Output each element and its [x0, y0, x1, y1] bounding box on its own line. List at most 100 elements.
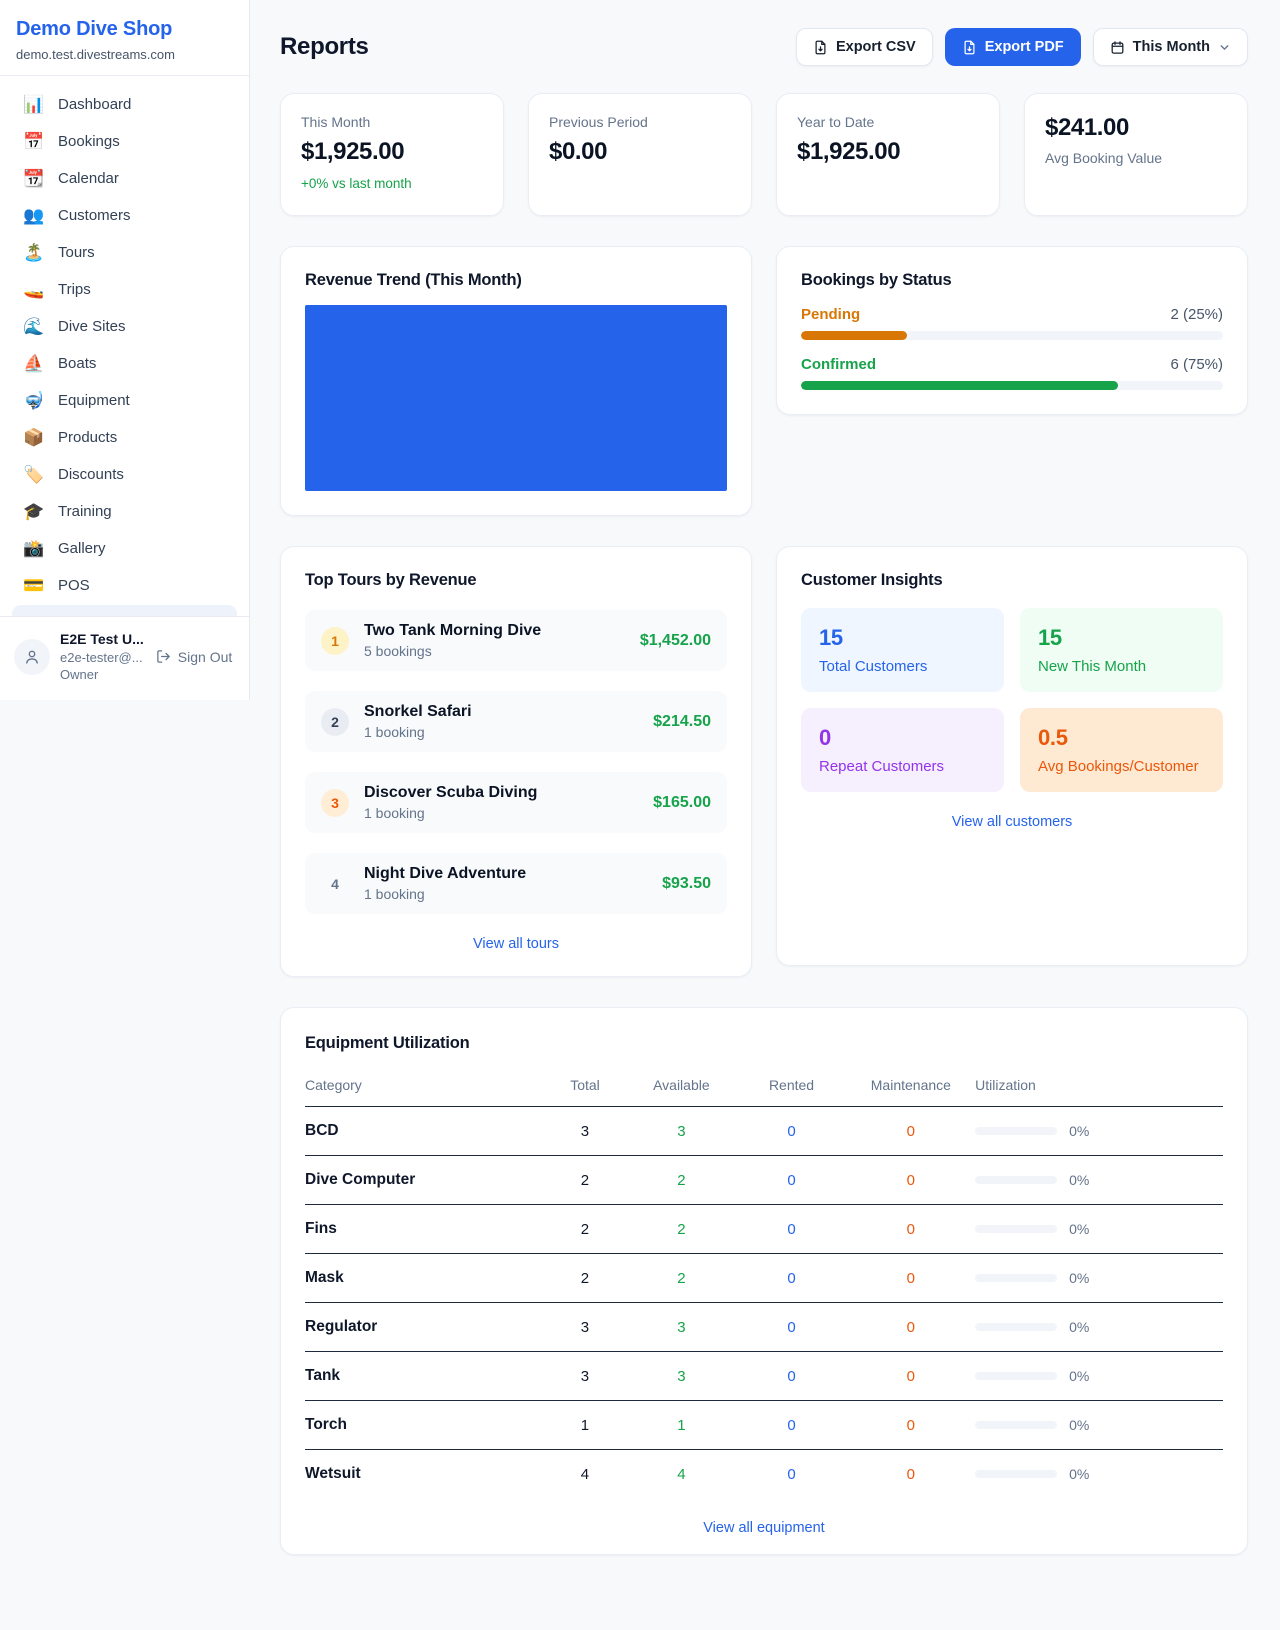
equipment-total: 2	[543, 1204, 627, 1254]
sidebar-item-bookings[interactable]: 📅 Bookings	[12, 123, 237, 160]
sidebar-item-equipment[interactable]: 🤿 Equipment	[12, 382, 237, 419]
sidebar-item-active-cutoff[interactable]	[12, 605, 237, 616]
wave-icon: 🌊	[23, 317, 45, 336]
utilization-percent: 0%	[1069, 1221, 1090, 1237]
tour-row-1[interactable]: 1 Two Tank Morning Dive 5 bookings $1,45…	[305, 610, 727, 671]
equipment-total: 2	[543, 1155, 627, 1205]
sidebar-item-pos[interactable]: 💳 POS	[12, 567, 237, 604]
sign-out-icon	[157, 650, 170, 664]
equipment-utilization-title: Equipment Utilization	[305, 1034, 470, 1052]
view-all-customers-link[interactable]: View all customers	[951, 814, 1073, 830]
chevron-down-icon	[1220, 44, 1229, 50]
brand-block: Demo Dive Shop demo.test.divestreams.com	[0, 0, 249, 76]
sailboat-icon: ⛵	[23, 354, 45, 373]
equipment-rented: 0	[736, 1302, 847, 1352]
diving-mask-icon: 🤿	[23, 391, 45, 410]
equipment-maintenance: 0	[846, 1253, 976, 1303]
revenue-trend-title: Revenue Trend (This Month)	[305, 271, 522, 289]
equipment-maintenance: 0	[906, 1465, 916, 1483]
status-row-confirmed: Confirmed 6 (75%)	[801, 356, 1223, 390]
sidebar-nav: 📊 Dashboard 📅 Bookings 📆 Calendar 👥 Customer…	[0, 76, 249, 616]
equipment-available: 3	[626, 1106, 737, 1156]
equipment-table: Category Total Available Rented Maintena…	[305, 1067, 1223, 1498]
customers-icon: 👥	[23, 206, 45, 225]
sidebar-item-dashboard[interactable]: 📊 Dashboard	[12, 86, 237, 123]
equipment-category: BCD	[305, 1106, 544, 1156]
equipment-utilization-card: Equipment Utilization Category Total Ava…	[280, 1007, 1248, 1555]
equipment-maintenance: 0	[846, 1302, 976, 1352]
sidebar-item-boats[interactable]: ⛵ Boats	[12, 345, 237, 382]
export-pdf-button[interactable]: Export PDF	[944, 28, 1081, 66]
graduation-cap-icon: 🎓	[23, 502, 45, 521]
tour-name: Discover Scuba Diving	[364, 784, 538, 801]
stat-card-year-to-date: Year to Date $1,925.00	[776, 93, 1000, 216]
stat-label: Year to Date	[797, 114, 875, 130]
rank-badge: 2	[321, 707, 349, 736]
user-email: e2e-tester@...	[60, 649, 143, 665]
equipment-available: 1	[626, 1400, 737, 1450]
customer-insights-title: Customer Insights	[801, 571, 943, 589]
equipment-total: 3	[543, 1106, 627, 1156]
utilization-percent: 0%	[1069, 1417, 1090, 1433]
equipment-available: 4	[677, 1465, 686, 1483]
period-dropdown[interactable]: This Month	[1092, 28, 1248, 66]
page-header: Reports Export CSV Export PDF This Month	[280, 28, 1248, 66]
tour-row-2[interactable]: 2 Snorkel Safari 1 booking $214.50	[305, 691, 727, 752]
credit-card-icon: 💳	[23, 576, 45, 595]
page-title: Reports	[280, 33, 369, 60]
equipment-rented: 0	[736, 1106, 847, 1156]
equipment-available: 3	[626, 1351, 737, 1401]
main-content: Reports Export CSV Export PDF This Month	[250, 0, 1280, 1630]
equipment-category: Torch	[305, 1400, 544, 1450]
equipment-category: Regulator	[305, 1302, 544, 1352]
status-count-pending: 2 (25%)	[1170, 306, 1223, 323]
rank-badge: 4	[331, 875, 339, 892]
tag-icon: 🏷️	[23, 465, 45, 484]
top-tours-card: Top Tours by Revenue 1 Two Tank Morning …	[280, 546, 752, 977]
sidebar-item-tours[interactable]: 🏝️ Tours	[12, 234, 237, 271]
sidebar-item-customers[interactable]: 👥 Customers	[12, 197, 237, 234]
sidebar-item-calendar[interactable]: 📆 Calendar	[12, 160, 237, 197]
sign-out-button[interactable]: Sign Out	[156, 649, 232, 665]
brand-domain: demo.test.divestreams.com	[16, 47, 175, 62]
col-header-maintenance: Maintenance	[846, 1067, 976, 1107]
sidebar-item-products[interactable]: 📦 Products	[12, 419, 237, 456]
file-download-icon	[964, 40, 975, 54]
tour-row-4[interactable]: 4 Night Dive Adventure 1 booking $93.50	[305, 853, 727, 914]
stat-delta: +0% vs last month	[301, 176, 412, 191]
tour-bookings: 1 booking	[364, 805, 425, 821]
customer-insights-card: Customer Insights 15 Total Customers 15 …	[776, 546, 1248, 966]
sidebar-item-label: Bookings	[58, 133, 120, 150]
tour-name: Two Tank Morning Dive	[364, 622, 542, 639]
view-all-equipment-link[interactable]: View all equipment	[703, 1520, 825, 1536]
sidebar-item-trips[interactable]: 🚤 Trips	[12, 271, 237, 308]
sidebar-item-dive-sites[interactable]: 🌊 Dive Sites	[12, 308, 237, 345]
sidebar-item-training[interactable]: 🎓 Training	[12, 493, 237, 530]
tour-revenue: $93.50	[662, 874, 711, 892]
insight-value: 15	[1038, 625, 1062, 650]
tour-name: Night Dive Adventure	[364, 865, 527, 882]
insight-label: Repeat Customers	[819, 758, 945, 775]
sidebar-item-discounts[interactable]: 🏷️ Discounts	[12, 456, 237, 493]
period-label: This Month	[1132, 39, 1210, 55]
utilization-bar	[975, 1274, 1058, 1282]
equipment-rented: 0	[736, 1253, 847, 1303]
equipment-rented: 0	[736, 1155, 847, 1205]
revenue-trend-card: Revenue Trend (This Month)	[280, 246, 752, 516]
sidebar-item-gallery[interactable]: 📸 Gallery	[12, 530, 237, 567]
equipment-total: 1	[543, 1400, 627, 1450]
view-all-tours-link[interactable]: View all tours	[473, 936, 559, 952]
equipment-category: Wetsuit	[305, 1465, 361, 1482]
equipment-total: 2	[543, 1253, 627, 1303]
col-header-rented: Rented	[736, 1067, 847, 1107]
tour-bookings: 1 booking	[364, 886, 425, 902]
insight-tile-total-customers: 15 Total Customers	[801, 608, 1004, 692]
utilization-percent: 0%	[1069, 1270, 1090, 1286]
equipment-rented: 0	[736, 1400, 847, 1450]
tour-row-3[interactable]: 3 Discover Scuba Diving 1 booking $165.0…	[305, 772, 727, 833]
export-csv-label: Export CSV	[835, 39, 916, 55]
insights-grid: 15 Total Customers 15 New This Month 0 R…	[801, 608, 1223, 792]
export-csv-button[interactable]: Export CSV	[795, 28, 933, 66]
stat-card-previous-period: Previous Period $0.00	[528, 93, 752, 216]
utilization-bar	[975, 1372, 1058, 1380]
